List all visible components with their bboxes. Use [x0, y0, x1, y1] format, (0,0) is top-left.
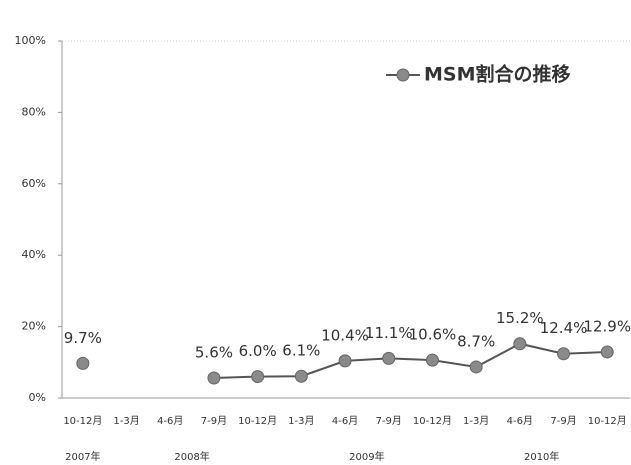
x-tick-label: 10-12月 — [63, 415, 102, 427]
x-tick-label: 10-12月 — [238, 415, 277, 427]
marker — [207, 371, 221, 385]
data-label: 6.0% — [239, 342, 277, 360]
marker — [600, 345, 614, 359]
x-tick-label: 4-6月 — [332, 415, 358, 427]
data-label: 10.6% — [409, 326, 457, 344]
y-tick-label: 0% — [29, 391, 46, 404]
marker — [382, 351, 396, 365]
x-group-label: 2008年 — [174, 450, 209, 463]
marker — [76, 356, 90, 370]
data-label: 8.7% — [457, 332, 495, 350]
marker — [513, 337, 527, 351]
x-group-label: 2009年 — [349, 450, 384, 463]
x-tick-label: 1-3月 — [288, 415, 314, 427]
data-label: 6.1% — [282, 342, 320, 360]
marker — [425, 353, 439, 367]
marker — [251, 370, 265, 384]
marker — [338, 354, 352, 368]
y-tick-label: 80% — [22, 105, 46, 118]
data-label: 12.4% — [540, 319, 588, 337]
data-label: 5.6% — [195, 344, 233, 362]
x-tick-label: 10-12月 — [588, 415, 627, 427]
x-tick-label: 7-9月 — [201, 415, 227, 427]
legend-marker — [396, 68, 410, 82]
x-group-label: 2010年 — [524, 450, 559, 463]
marker — [469, 360, 483, 374]
legend-label: MSM割合の推移 — [424, 63, 571, 86]
data-label: 10.4% — [321, 326, 369, 344]
y-tick-label: 60% — [22, 177, 46, 190]
series-line — [213, 342, 608, 380]
x-tick-label: 4-6月 — [507, 415, 533, 427]
data-label: 9.7% — [64, 329, 102, 347]
y-tick-label: 100% — [15, 34, 46, 47]
data-label: 15.2% — [496, 309, 544, 327]
x-tick-label: 1-3月 — [113, 415, 139, 427]
x-tick-label: 7-9月 — [550, 415, 576, 427]
x-group-label: 2007年 — [65, 450, 100, 463]
marker — [294, 369, 308, 383]
x-tick-label: 4-6月 — [157, 415, 183, 427]
y-tick-label: 20% — [22, 320, 46, 333]
x-tick-label: 7-9月 — [376, 415, 402, 427]
marker — [557, 347, 571, 361]
x-tick-label: 1-3月 — [463, 415, 489, 427]
data-label: 11.1% — [365, 324, 413, 342]
y-tick-label: 40% — [22, 248, 46, 261]
x-tick-label: 10-12月 — [413, 415, 452, 427]
data-label: 12.9% — [583, 317, 631, 335]
